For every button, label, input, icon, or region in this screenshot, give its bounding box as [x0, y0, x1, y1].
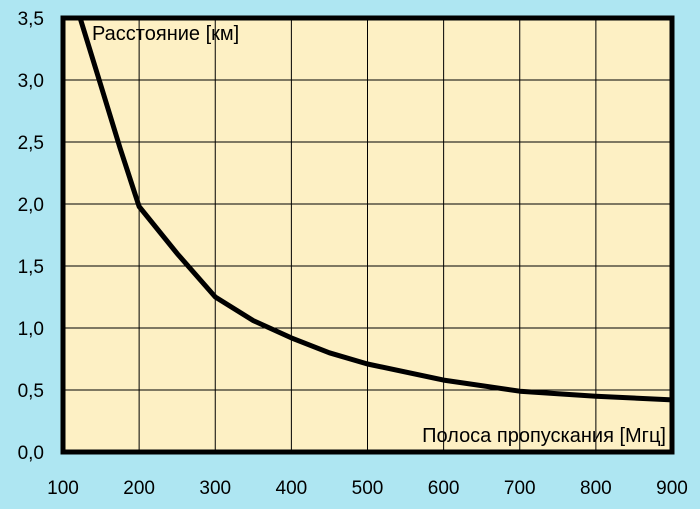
x-tick-label: 700	[504, 478, 536, 499]
y-tick-label: 3,0	[18, 71, 44, 92]
x-tick-label: 800	[580, 478, 612, 499]
x-tick-label: 400	[276, 478, 308, 499]
y-tick-label: 1,5	[18, 257, 44, 278]
plot-frame	[60, 15, 675, 455]
series-layer	[77, 18, 672, 403]
x-tick-label: 500	[352, 478, 384, 499]
x-tick-label: 900	[656, 478, 688, 499]
y-tick-label: 2,5	[18, 133, 44, 154]
y-tick-label: 1,0	[18, 319, 44, 340]
y-tick-label: 3,5	[18, 9, 44, 30]
y-axis-title: Расстояние [км]	[92, 23, 239, 45]
x-tick-label: 600	[428, 478, 460, 499]
y-tick-label: 0,5	[18, 381, 44, 402]
y-tick-label: 0,0	[18, 443, 44, 464]
y-tick-label: 2,0	[18, 195, 44, 216]
x-axis-title: Полоса пропускания [Мгц]	[422, 425, 666, 447]
x-tick-label: 100	[47, 478, 79, 499]
x-tick-label: 300	[199, 478, 231, 499]
x-tick-label: 200	[123, 478, 155, 499]
series-line	[77, 18, 672, 403]
tick-labels: 100 200 300 400 500 600 700 800 900 0,0 0,5 1,0 1,5 2…	[18, 9, 688, 499]
